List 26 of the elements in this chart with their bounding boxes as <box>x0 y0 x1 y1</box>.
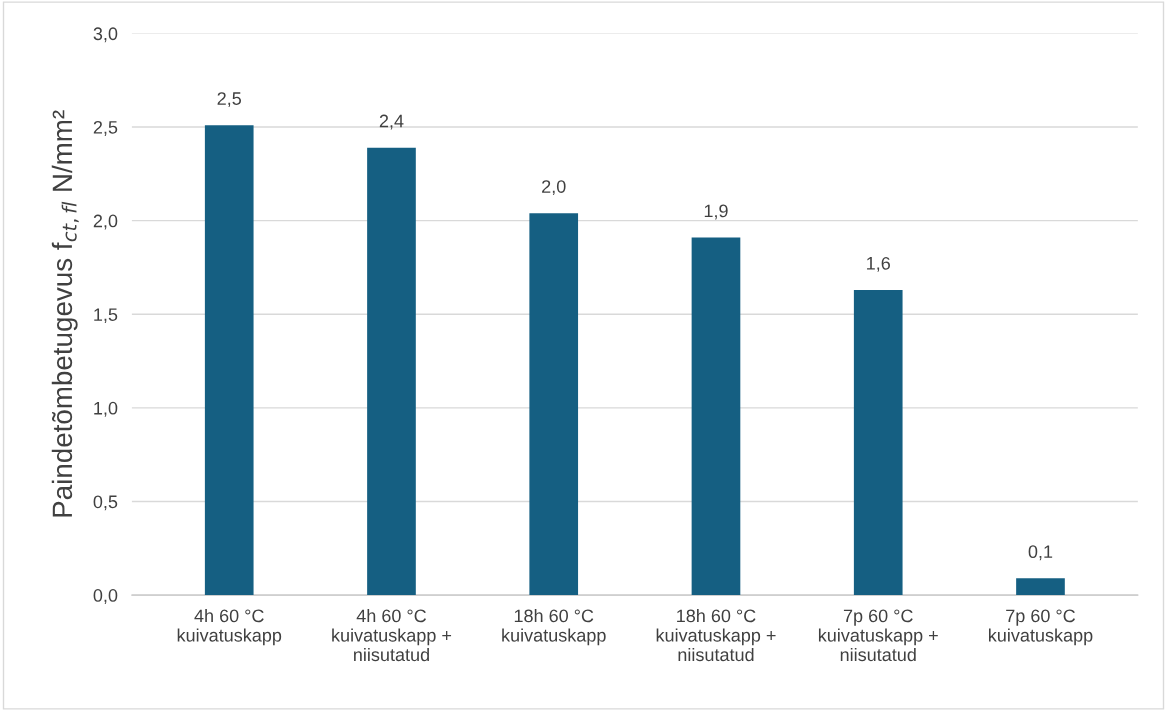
x-tick-label: 7p 60 °C kuivatuskapp <box>989 609 1093 646</box>
y-tick-label: 3,0 <box>93 27 118 43</box>
y-tick-label: 1,5 <box>94 308 118 324</box>
y-tick-label: 2,0 <box>93 214 118 230</box>
data-label: 1,9 <box>704 204 728 220</box>
x-tick-label: 7p 60 °C kuivatuskapp + niisutatud <box>818 609 938 662</box>
y-tick-label: 0,0 <box>93 589 118 604</box>
bar <box>853 289 903 596</box>
y-tick-label: 1,0 <box>94 401 118 417</box>
x-tick-label: 4h 60 °C kuivatuskapp + niisutatud <box>332 609 452 662</box>
x-tick-label: 4h 60 °C kuivatuskapp <box>177 609 282 646</box>
bar <box>1016 578 1065 596</box>
y-tick-label: 0,5 <box>93 495 118 511</box>
data-label: 2,5 <box>217 92 242 108</box>
x-tick-label: 18h 60 °C kuivatuskapp + niisutatud <box>656 609 776 662</box>
bar <box>204 125 254 596</box>
y-tick-label: 2,5 <box>93 120 118 136</box>
bar <box>529 213 579 596</box>
bar <box>691 237 741 596</box>
y-axis-title: Paindetõmbetugevus f$_{ct,fl}$ N/mm² <box>51 110 79 517</box>
x-tick-label: 18h 60 °C kuivatuskapp <box>502 609 606 646</box>
bar <box>367 147 416 596</box>
data-label: 0,1 <box>1028 545 1053 561</box>
data-label: 2,4 <box>379 114 404 130</box>
data-label: 1,6 <box>867 256 890 272</box>
data-label: 2,0 <box>542 180 566 196</box>
